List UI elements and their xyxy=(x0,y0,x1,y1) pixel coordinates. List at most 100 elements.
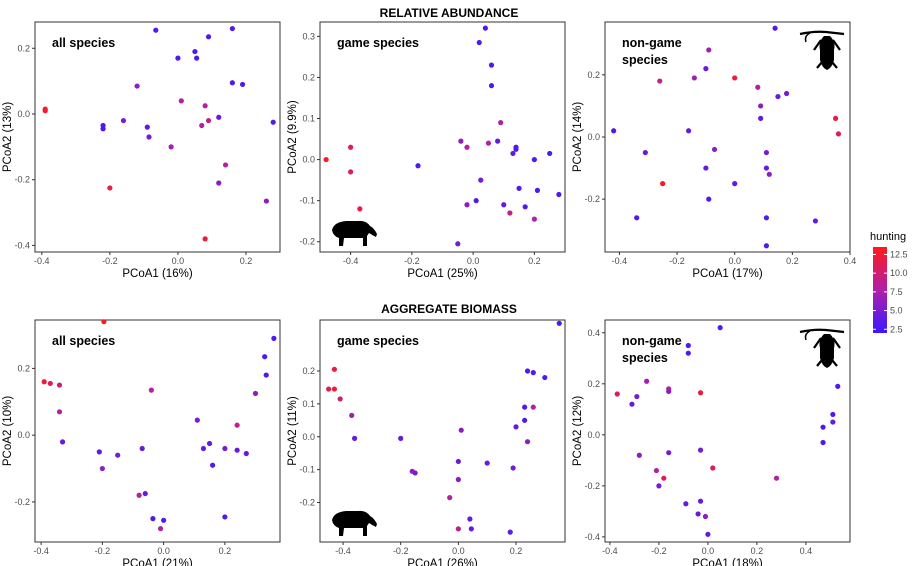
legend-tick-label: 7.5 xyxy=(890,287,903,297)
x-tick-label: 0.0 xyxy=(157,546,170,556)
tapir-silhouette-icon xyxy=(332,220,377,246)
data-point xyxy=(830,411,836,418)
monkey-silhouette-icon xyxy=(799,30,845,70)
data-point xyxy=(263,198,269,204)
data-point xyxy=(685,342,691,349)
data-point xyxy=(153,27,159,33)
data-point xyxy=(216,180,222,186)
data-point xyxy=(510,150,516,157)
data-point xyxy=(830,419,836,425)
data-point xyxy=(758,103,764,109)
data-point xyxy=(199,122,205,129)
data-point xyxy=(706,47,712,53)
data-point xyxy=(326,386,332,392)
data-point xyxy=(697,447,704,453)
data-point xyxy=(134,83,140,89)
y-tick-label: 0.2 xyxy=(17,363,30,373)
y-tick-label: 0.1 xyxy=(302,114,315,124)
data-point xyxy=(99,465,105,472)
x-tick-label: 0.2 xyxy=(219,546,232,556)
data-point xyxy=(530,370,536,376)
legend-tick-label: 10.0 xyxy=(890,268,908,278)
panel-label: all species xyxy=(52,334,115,348)
data-point xyxy=(107,185,113,191)
y-tick-label: 0.2 xyxy=(587,379,600,389)
y-tick-label: -0.2 xyxy=(584,481,600,491)
panel-grid: -0.4 -0.2 0.0 0.2 -0.4 -0.2 0.0 0.2 PCoA1 (16%) P… xyxy=(2,21,856,566)
y-tick-label: 0.2 xyxy=(587,70,600,80)
y-axis-title: PCoA2 (14%) xyxy=(572,102,584,172)
data-point xyxy=(56,382,63,388)
plot-frame xyxy=(319,319,566,543)
x-tick-label: 0.2 xyxy=(751,546,764,556)
scatter-panel-4: -0.4 -0.2 0.0 0.2 -0.2 0.0 0.2 PCoA1 (21%) PCoA2… xyxy=(2,319,281,566)
monkey-silhouette-icon xyxy=(799,328,845,368)
data-point xyxy=(262,354,268,360)
y-tick-label: -0.2 xyxy=(14,175,30,185)
data-point xyxy=(210,462,216,468)
data-point xyxy=(161,517,167,523)
data-point xyxy=(348,144,354,150)
data-point xyxy=(142,490,148,497)
y-axis-title: PCoA2 (10%) xyxy=(2,396,14,466)
data-point xyxy=(697,390,704,396)
data-point xyxy=(455,458,461,465)
data-point xyxy=(59,439,66,445)
y-tick-label: 0.2 xyxy=(302,366,315,376)
panel-label: non-game species xyxy=(622,334,682,365)
data-point xyxy=(683,501,689,507)
data-point xyxy=(101,319,107,325)
data-point xyxy=(524,368,531,374)
x-tick-label: -0.4 xyxy=(34,256,50,266)
data-point xyxy=(501,202,507,208)
data-point xyxy=(263,372,269,378)
data-point xyxy=(772,25,778,31)
data-point xyxy=(705,531,711,537)
data-point xyxy=(763,149,770,156)
data-point xyxy=(229,25,235,32)
data-point xyxy=(498,120,504,126)
data-point xyxy=(41,379,47,385)
x-tick-label: -0.2 xyxy=(651,546,667,556)
data-point xyxy=(531,156,537,163)
data-point xyxy=(348,169,354,175)
data-point xyxy=(216,114,222,120)
x-tick-label: -0.4 xyxy=(343,256,359,266)
data-point xyxy=(447,495,453,501)
x-tick-label: -0.4 xyxy=(335,546,351,556)
data-point xyxy=(175,55,181,61)
data-point xyxy=(820,439,826,446)
x-tick-label: -0.4 xyxy=(33,546,49,556)
data-point xyxy=(657,78,663,84)
data-point xyxy=(510,465,516,471)
data-point xyxy=(200,445,207,452)
data-point xyxy=(455,476,461,483)
hunting-color-legend: hunting 12.5 10.0 7.5 5.0 2.5 xyxy=(870,231,908,334)
data-point xyxy=(488,62,495,68)
data-point xyxy=(205,117,212,124)
data-point xyxy=(524,439,531,445)
y-tick-label: -0.1 xyxy=(299,465,315,475)
x-axis-title: PCoA1 (18%) xyxy=(692,558,762,566)
y-tick-label: 0.3 xyxy=(302,31,315,41)
data-point xyxy=(835,131,842,137)
y-tick-label: 0.0 xyxy=(587,430,600,440)
plot-frame xyxy=(604,21,851,253)
data-point xyxy=(507,529,513,535)
data-point xyxy=(148,387,154,393)
data-point xyxy=(695,511,701,517)
data-point xyxy=(660,181,666,187)
data-point xyxy=(455,241,461,247)
data-point xyxy=(144,124,150,130)
x-tick-label: -0.4 xyxy=(602,546,618,556)
data-point xyxy=(732,181,738,187)
data-point xyxy=(270,119,276,125)
data-point xyxy=(337,396,343,402)
data-point xyxy=(351,435,358,441)
y-tick-label: 0.1 xyxy=(302,399,315,409)
data-point xyxy=(611,128,617,134)
data-point xyxy=(458,427,464,433)
data-point xyxy=(703,66,709,72)
y-tick-label: 0.0 xyxy=(17,430,30,440)
tapir-silhouette-icon xyxy=(332,510,377,536)
